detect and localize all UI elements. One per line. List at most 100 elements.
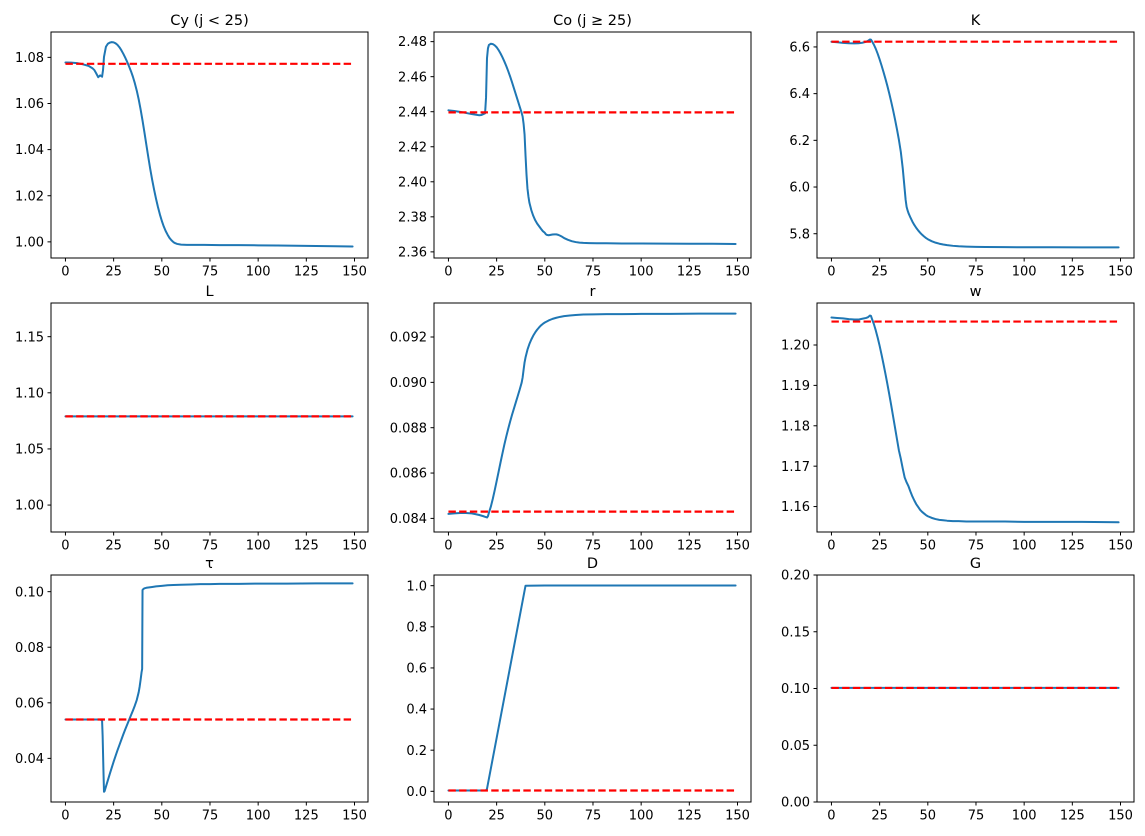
x-tick-label: 50	[920, 265, 937, 280]
x-tick-label: 150	[725, 809, 750, 824]
x-tick-label: 75	[585, 539, 602, 554]
y-tick-label: 0.10	[781, 682, 810, 697]
subplot-tau: τ 0 25 50 75 100 125 150 0.04 0.06 0.08 0.10	[15, 556, 369, 824]
subplot-title-G: G	[970, 556, 981, 572]
x-tick-label: 100	[1012, 539, 1037, 554]
series-line-D	[447, 584, 737, 792]
y-tick-label: 1.00	[15, 499, 44, 514]
x-tick-label: 125	[294, 265, 319, 280]
series-line-w	[830, 314, 1120, 524]
x-tick-label: 0	[444, 539, 452, 554]
y-tick-label: 0.08	[15, 641, 44, 656]
x-tick-label: 125	[1060, 809, 1085, 824]
series-line-Cy	[64, 41, 354, 248]
x-tick-label: 150	[1108, 539, 1133, 554]
x-tick-label: 75	[968, 809, 985, 824]
y-tick-label: 0.00	[781, 796, 810, 811]
x-tick-label: 125	[294, 809, 319, 824]
series-line-r	[447, 312, 737, 519]
y-tick-label: 1.08	[15, 51, 44, 66]
y-tick-label: 1.04	[15, 143, 44, 158]
subplot-title-Co: Co (j ≥ 25)	[553, 13, 632, 29]
x-tick-label: 125	[677, 265, 702, 280]
x-tick-label: 25	[871, 265, 888, 280]
x-tick-label: 25	[488, 539, 505, 554]
x-tick-label: 25	[105, 539, 122, 554]
y-tick-label: 0.20	[781, 569, 810, 584]
axes-frame-r	[433, 302, 752, 533]
x-tick-label: 0	[827, 265, 835, 280]
y-tick-label: 1.18	[781, 419, 810, 434]
subplot-r: r 0 25 50 75 100 125 150 0.084 0.086 0.088 0.090 0.0…	[390, 284, 752, 554]
axes-frame-Co	[433, 31, 752, 259]
x-tick-label: 0	[444, 809, 452, 824]
subplot-Cy: Cy (j < 25) 0 25 50 75 100 125 150 1.00 1.02 1.04 1…	[15, 13, 369, 280]
subplot-title-w: w	[970, 284, 982, 300]
y-tick-label: 0.090	[390, 376, 427, 391]
subplot-L: L 0 25 50 75 100 125 150 1.00 1.05 1.10 1.15	[15, 284, 369, 554]
axes-frame-L	[50, 302, 369, 533]
y-tick-label: 2.48	[398, 35, 427, 50]
axes-frame-w	[816, 302, 1135, 533]
x-tick-label: 50	[920, 539, 937, 554]
x-tick-label: 100	[1012, 265, 1037, 280]
y-tick-label: 0.084	[390, 512, 427, 527]
x-tick-label: 0	[827, 809, 835, 824]
x-tick-label: 150	[725, 265, 750, 280]
y-tick-label: 0.10	[15, 585, 44, 600]
x-tick-label: 25	[105, 265, 122, 280]
x-tick-label: 25	[488, 809, 505, 824]
x-tick-label: 25	[871, 539, 888, 554]
y-tick-label: 6.0	[789, 181, 810, 196]
y-tick-label: 1.17	[781, 460, 810, 475]
x-tick-label: 100	[246, 809, 271, 824]
x-tick-label: 50	[154, 265, 171, 280]
y-tick-label: 0.05	[781, 739, 810, 754]
y-tick-label: 1.06	[15, 97, 44, 112]
x-tick-label: 100	[246, 265, 271, 280]
x-tick-label: 100	[1012, 809, 1037, 824]
x-tick-label: 100	[629, 809, 654, 824]
x-tick-label: 150	[342, 265, 367, 280]
axes-frame-tau	[50, 574, 369, 803]
x-tick-label: 50	[920, 809, 937, 824]
y-tick-label: 5.8	[789, 227, 810, 242]
y-tick-label: 6.6	[789, 41, 810, 56]
x-tick-label: 50	[154, 539, 171, 554]
x-tick-label: 100	[246, 539, 271, 554]
subplot-title-L: L	[205, 284, 213, 300]
y-tick-label: 2.40	[398, 175, 427, 190]
y-tick-label: 1.15	[15, 330, 44, 345]
y-tick-label: 6.2	[789, 134, 810, 149]
y-tick-label: 1.0	[406, 579, 427, 594]
series-line-K	[830, 38, 1120, 249]
x-tick-label: 150	[1108, 809, 1133, 824]
x-tick-label: 150	[342, 539, 367, 554]
x-tick-label: 25	[488, 265, 505, 280]
x-tick-label: 125	[1060, 539, 1085, 554]
x-tick-label: 125	[1060, 265, 1085, 280]
x-tick-label: 75	[202, 265, 219, 280]
subplot-K: K 0 25 50 75 100 125 150 5.8 6.0 6.2 6.4 6.6	[789, 13, 1135, 280]
subplot-D: D 0 25 50 75 100 125 150 0.0 0.2 0.4 0.6 0.8 1.0	[406, 556, 752, 824]
x-tick-label: 125	[294, 539, 319, 554]
subplot-title-K: K	[971, 13, 981, 29]
series-line-tau	[64, 582, 354, 793]
y-tick-label: 1.00	[15, 235, 44, 250]
y-tick-label: 0.2	[406, 744, 427, 759]
x-tick-label: 0	[61, 539, 69, 554]
y-tick-label: 0.8	[406, 620, 427, 635]
x-tick-label: 25	[105, 809, 122, 824]
y-tick-label: 2.42	[398, 140, 427, 155]
x-tick-label: 50	[154, 809, 171, 824]
y-tick-label: 0.088	[390, 421, 427, 436]
x-tick-label: 50	[537, 539, 554, 554]
y-tick-label: 1.19	[781, 379, 810, 394]
y-tick-label: 1.02	[15, 189, 44, 204]
y-tick-label: 2.46	[398, 70, 427, 85]
y-tick-label: 1.20	[781, 339, 810, 354]
subplot-Co: Co (j ≥ 25) 0 25 50 75 100 125 150 2.36 2.38 2.40 2…	[398, 13, 752, 280]
x-tick-label: 150	[342, 809, 367, 824]
x-tick-label: 150	[725, 539, 750, 554]
